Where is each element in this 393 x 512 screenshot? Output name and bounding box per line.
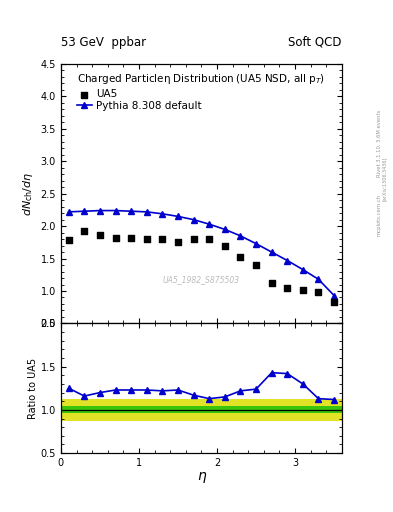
Pythia 8.308 default: [238, 233, 243, 239]
UA5: [237, 253, 244, 261]
UA5: [300, 286, 306, 294]
Pythia 8.308 default: [332, 292, 336, 298]
Pythia 8.308 default: [66, 209, 71, 215]
Legend: UA5, Pythia 8.308 default: UA5, Pythia 8.308 default: [72, 86, 206, 115]
UA5: [206, 235, 212, 243]
Pythia 8.308 default: [191, 217, 196, 223]
UA5: [66, 237, 72, 245]
Pythia 8.308 default: [97, 207, 102, 214]
Y-axis label: Ratio to UA5: Ratio to UA5: [28, 358, 38, 419]
Pythia 8.308 default: [160, 211, 165, 217]
Line: Pythia 8.308 default: Pythia 8.308 default: [66, 208, 337, 298]
UA5: [143, 235, 150, 243]
UA5: [175, 238, 181, 246]
Pythia 8.308 default: [207, 221, 211, 227]
Pythia 8.308 default: [144, 209, 149, 215]
Pythia 8.308 default: [129, 208, 134, 215]
UA5: [112, 233, 119, 242]
UA5: [253, 261, 259, 269]
X-axis label: η: η: [197, 470, 206, 483]
Pythia 8.308 default: [113, 207, 118, 214]
UA5: [128, 233, 134, 242]
Pythia 8.308 default: [176, 214, 180, 220]
Pythia 8.308 default: [316, 276, 321, 283]
Pythia 8.308 default: [82, 208, 87, 215]
UA5: [81, 227, 88, 236]
Pythia 8.308 default: [301, 267, 305, 273]
UA5: [222, 242, 228, 250]
UA5: [268, 279, 275, 287]
UA5: [159, 235, 165, 243]
UA5: [191, 235, 197, 243]
UA5: [315, 288, 321, 296]
Text: 53 GeV  ppbar: 53 GeV ppbar: [61, 36, 146, 49]
UA5: [284, 284, 290, 292]
Text: Rivet 3.1.10, 3.6M events: Rivet 3.1.10, 3.6M events: [377, 110, 382, 177]
Pythia 8.308 default: [222, 226, 227, 232]
Text: mcplots.cern.ch: mcplots.cern.ch: [377, 194, 382, 236]
Text: UA5_1982_S875503: UA5_1982_S875503: [163, 275, 240, 284]
Text: Soft QCD: Soft QCD: [288, 36, 342, 49]
Pythia 8.308 default: [254, 241, 259, 247]
UA5: [331, 298, 337, 306]
Pythia 8.308 default: [285, 258, 290, 264]
UA5: [97, 230, 103, 239]
Text: [arXiv:1306.3436]: [arXiv:1306.3436]: [382, 157, 387, 201]
Y-axis label: $dN_\mathrm{ch}/d\eta$: $dN_\mathrm{ch}/d\eta$: [21, 172, 35, 216]
Pythia 8.308 default: [269, 249, 274, 255]
Text: Charged Particleη Distribution (UA5 NSD, all p$_T$): Charged Particleη Distribution (UA5 NSD,…: [77, 72, 325, 86]
